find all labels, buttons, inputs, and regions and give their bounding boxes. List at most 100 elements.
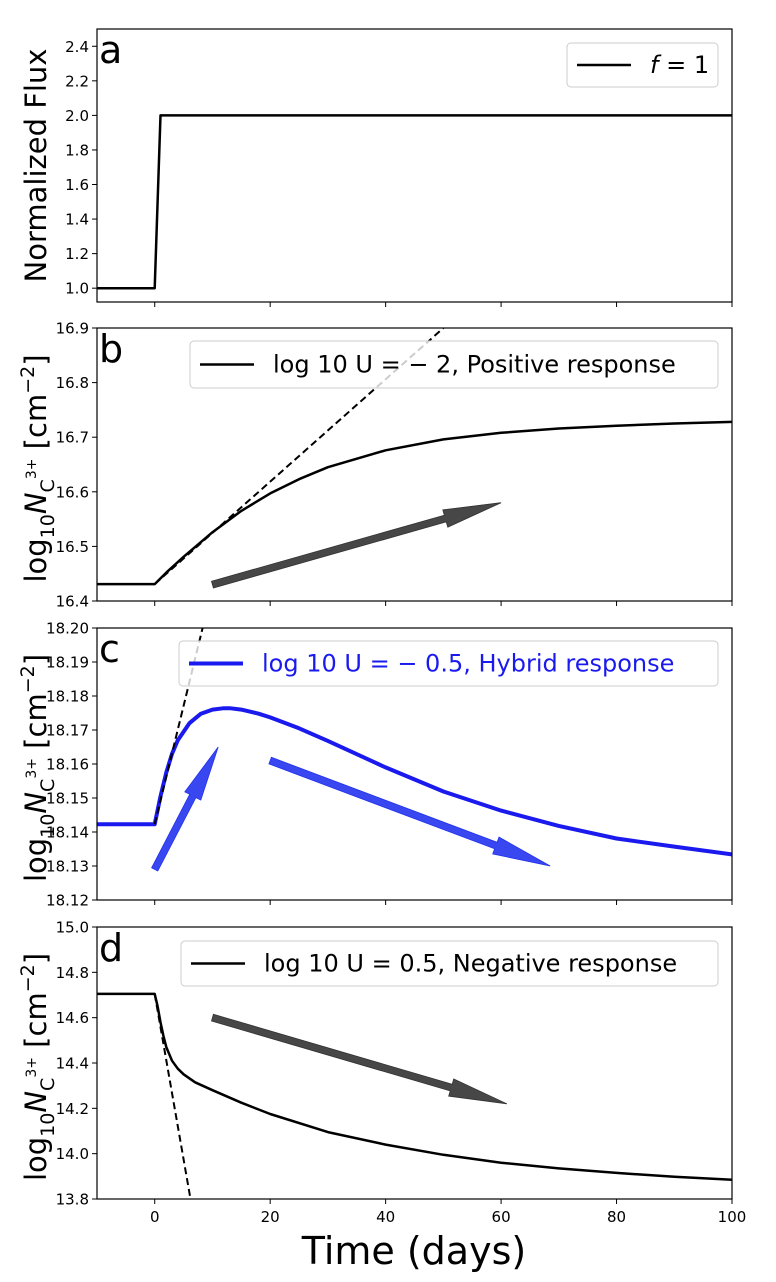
y-axis-label-part: N — [19, 1091, 53, 1113]
panel-c: 18.12 18.13 18.14 18.15 18.16 18.17 18.18 18.19… — [17, 620, 733, 910]
y-axis-label-part: ] — [19, 953, 53, 964]
y-tick-label: 1.4 — [65, 211, 89, 229]
y-axis-label-part: log — [19, 538, 53, 582]
y-tick-label: 2.0 — [65, 107, 89, 125]
y-tick-label: 18.16 — [46, 756, 89, 774]
y-axis-label-part: −2 — [17, 366, 39, 394]
legend-label: log 10 U = − 0.5, Hybrid response — [262, 650, 674, 678]
legend-box — [189, 340, 719, 389]
y-tick-label: 13.8 — [56, 1191, 89, 1209]
panels: 1.0 1.2 1.4 1.6 1.8 2.0 2.2 2.4 a Normalized Flux… — [17, 28, 746, 1226]
y-axis-label-part: [cm — [19, 693, 53, 758]
axes-frame — [96, 327, 733, 602]
y-tick-label: 18.12 — [46, 892, 89, 910]
y-tick-label: 18.14 — [46, 824, 89, 842]
y-tick-label: 14.0 — [56, 1145, 89, 1163]
series-group — [97, 114, 732, 290]
legend: log 10 U = − 0.5, Hybrid response — [178, 640, 719, 687]
panel-letter: c — [99, 627, 120, 671]
series-line-d-0 — [97, 992, 732, 1181]
y-axis-label-part: N — [19, 492, 53, 514]
series-group — [97, 992, 732, 1199]
y-tick-label: 18.17 — [46, 722, 89, 740]
panel-d: 13.8 14.0 14.2 14.4 14.6 14.8 15.0 0 20 40 60 80 100… — [17, 919, 746, 1227]
legend-box — [178, 640, 719, 687]
legend: log 10 U = 0.5, Negative response — [180, 940, 719, 987]
legend-box — [566, 42, 719, 88]
panel-b: 16.4 16.5 16.6 16.7 16.8 16.9 b log10NC3+ [cm−2… — [17, 320, 733, 611]
x-tick-label: 100 — [718, 1208, 747, 1226]
series-line-b-0 — [97, 420, 732, 586]
y-tick-label: 1.6 — [65, 176, 89, 194]
y-tick-label: 14.4 — [56, 1055, 89, 1073]
y-axis-label-part: C — [37, 779, 59, 792]
x-tick-label: 20 — [261, 1208, 280, 1226]
y-tick-label: 16.6 — [56, 483, 89, 501]
y-axis-label-part: C — [37, 479, 59, 492]
y-axis-label-part: [cm — [19, 394, 53, 459]
y-tick-label: 16.5 — [56, 538, 89, 556]
x-tick-label: 60 — [492, 1208, 511, 1226]
y-axis-label-part: −2 — [17, 964, 39, 992]
x-tick-label: 0 — [150, 1208, 160, 1226]
y-axis-label-part: 3+ — [24, 459, 40, 480]
series-line-c-0 — [97, 706, 732, 857]
y-axis-label-part: log — [19, 838, 53, 882]
trend-arrow-down — [211, 1013, 508, 1105]
legend-label: log 10 U = 0.5, Negative response — [264, 950, 677, 978]
y-tick-label: 18.18 — [46, 688, 89, 706]
y-axis-label-part: −2 — [17, 665, 39, 693]
y-tick-label: 18.15 — [46, 790, 89, 808]
y-tick-label: 18.13 — [46, 858, 89, 876]
y-axis-label-part: ] — [19, 654, 53, 665]
y-tick-label: 1.0 — [65, 280, 89, 298]
y-tick-label: 16.8 — [56, 374, 89, 392]
y-tick-label: 16.4 — [56, 593, 89, 611]
legend-box — [180, 940, 719, 987]
y-axis-label-part: 3+ — [24, 758, 40, 779]
y-axis-label-part: 3+ — [24, 1057, 40, 1078]
y-axis-label-part: 10 — [37, 814, 59, 838]
y-axis-label: log10NC3+ [cm−2] — [17, 654, 59, 882]
y-tick-label: 14.2 — [56, 1100, 89, 1118]
x-axis-label: Time (days) — [301, 1229, 526, 1273]
y-axis-label-part: 10 — [37, 514, 59, 538]
panel-letter: a — [99, 28, 122, 72]
x-tick-label: 80 — [607, 1208, 626, 1226]
legend-label-rest: = 1 — [658, 51, 709, 79]
legend: f = 1 — [566, 42, 719, 88]
y-tick-label: 16.9 — [56, 320, 89, 338]
y-axis-label-part: N — [19, 792, 53, 814]
y-tick-label: 2.2 — [65, 72, 89, 90]
legend-label: f = 1 — [650, 51, 709, 79]
y-tick-label: 15.0 — [56, 919, 89, 937]
y-axis-label-part: log — [19, 1137, 53, 1181]
y-axis-label-part: 10 — [37, 1113, 59, 1137]
y-tick-label: 18.19 — [46, 654, 89, 672]
x-tick-label: 40 — [376, 1208, 395, 1226]
axes-frame — [96, 28, 733, 303]
y-tick-label: 1.2 — [65, 245, 89, 263]
y-axis-label: log10NC3+ [cm−2] — [17, 354, 59, 582]
slope-line-d — [153, 993, 192, 1199]
y-axis-label: log10NC3+ [cm−2] — [17, 953, 59, 1181]
legend-label: log 10 U = − 2, Positive response — [273, 351, 676, 379]
trend-arrow-down — [268, 756, 551, 867]
y-axis-label-part: [cm — [19, 992, 53, 1057]
trend-arrow-up — [211, 502, 502, 589]
y-axis-label-part: ] — [19, 354, 53, 365]
y-tick-label: 18.20 — [46, 620, 89, 638]
y-tick-label: 14.8 — [56, 964, 89, 982]
panel-letter: b — [99, 327, 123, 371]
y-tick-label: 2.4 — [65, 38, 89, 56]
panel-a: 1.0 1.2 1.4 1.6 1.8 2.0 2.2 2.4 a Normalized Flux… — [19, 28, 733, 307]
trend-arrow-up — [151, 746, 219, 872]
series-line-a-0 — [97, 114, 732, 290]
panel-letter: d — [99, 926, 123, 970]
y-tick-label: 14.6 — [56, 1009, 89, 1027]
y-axis-label: Normalized Flux — [19, 49, 53, 283]
y-tick-label: 1.8 — [65, 141, 89, 159]
y-tick-label: 16.7 — [56, 429, 89, 447]
y-axis-label-part: C — [37, 1078, 59, 1091]
